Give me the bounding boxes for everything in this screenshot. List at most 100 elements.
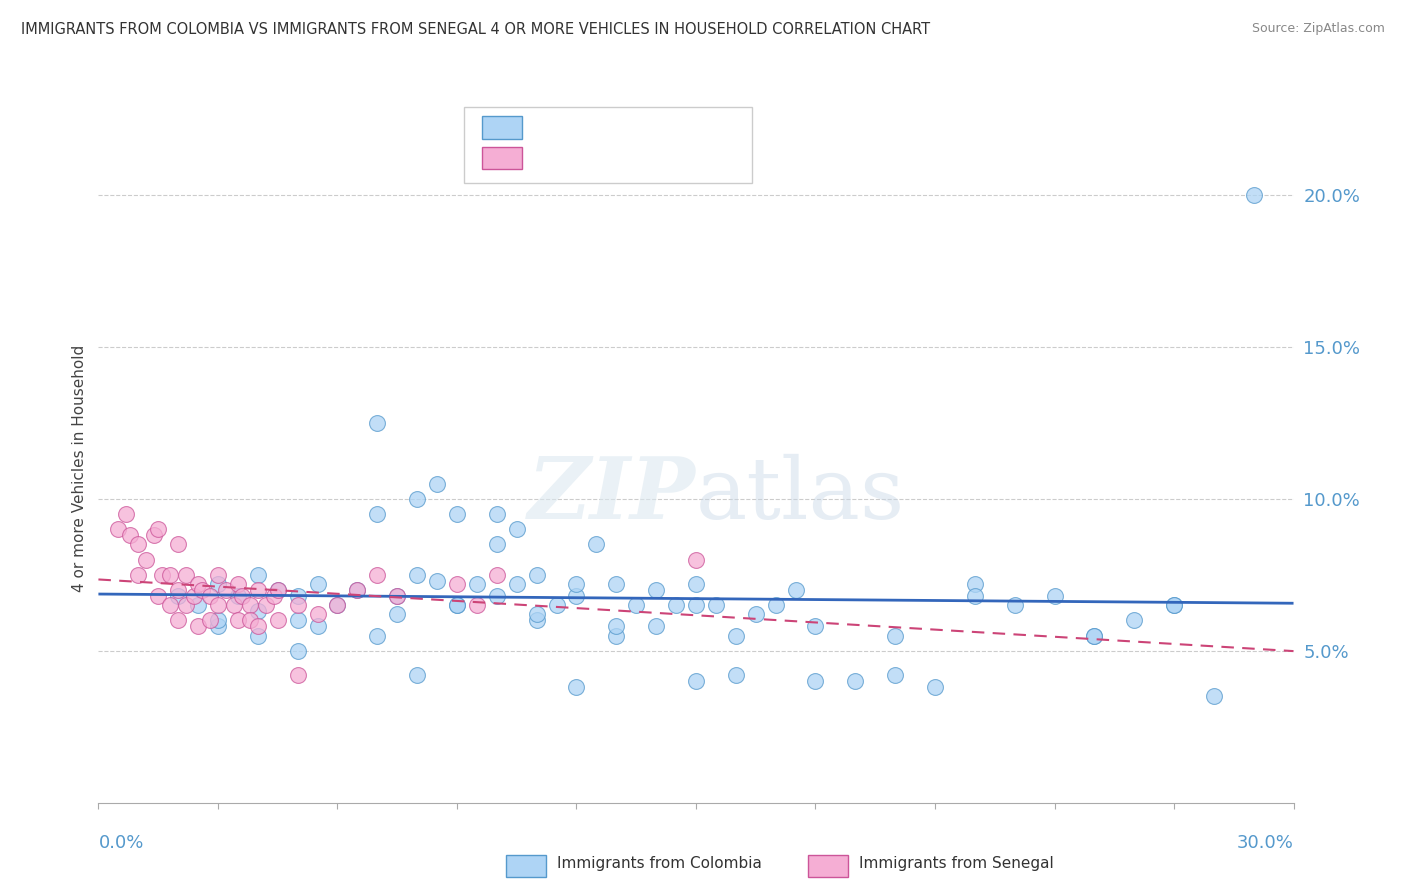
Point: [135, 552, 157, 566]
Point: [207, 567, 229, 582]
Point: [366, 507, 388, 521]
Point: [167, 537, 190, 551]
Point: [246, 567, 269, 582]
Point: [267, 613, 290, 627]
Point: [426, 476, 449, 491]
Point: [263, 589, 285, 603]
Point: [804, 619, 827, 633]
Text: IMMIGRANTS FROM COLOMBIA VS IMMIGRANTS FROM SENEGAL 4 OR MORE VEHICLES IN HOUSEH: IMMIGRANTS FROM COLOMBIA VS IMMIGRANTS F…: [21, 22, 931, 37]
Point: [167, 589, 190, 603]
Point: [406, 668, 429, 682]
Point: [307, 619, 329, 633]
Point: [485, 507, 508, 521]
Point: [605, 577, 627, 591]
Point: [267, 582, 290, 597]
Point: [174, 598, 197, 612]
Point: [624, 598, 647, 612]
Point: [159, 598, 181, 612]
Point: [645, 619, 668, 633]
Point: [565, 680, 588, 694]
Point: [287, 668, 309, 682]
Point: [765, 598, 787, 612]
Point: [724, 668, 747, 682]
Text: Source: ZipAtlas.com: Source: ZipAtlas.com: [1251, 22, 1385, 36]
Point: [366, 567, 388, 582]
Text: 30.0%: 30.0%: [1237, 834, 1294, 852]
Text: Immigrants from Senegal: Immigrants from Senegal: [859, 856, 1054, 871]
Point: [1163, 598, 1185, 612]
Point: [287, 613, 309, 627]
Point: [207, 619, 229, 633]
Point: [406, 491, 429, 506]
Point: [127, 537, 149, 551]
Point: [366, 416, 388, 430]
Point: [506, 522, 529, 536]
Point: [685, 674, 707, 689]
Point: [207, 613, 229, 627]
Point: [239, 598, 262, 612]
Point: [198, 613, 221, 627]
Point: [326, 598, 349, 612]
Point: [605, 619, 627, 633]
Text: R = 0.091   N = 77: R = 0.091 N = 77: [533, 119, 690, 136]
Text: R = 0.059   N = 49: R = 0.059 N = 49: [533, 149, 690, 167]
Point: [159, 567, 181, 582]
Point: [148, 522, 170, 536]
Point: [207, 598, 229, 612]
Point: [254, 598, 277, 612]
Point: [585, 537, 607, 551]
Point: [187, 577, 209, 591]
Point: [506, 577, 529, 591]
Point: [406, 567, 429, 582]
Point: [385, 607, 409, 622]
Point: [605, 628, 627, 642]
Point: [246, 604, 269, 618]
Point: [307, 607, 329, 622]
Point: [446, 598, 468, 612]
Point: [246, 582, 269, 597]
Point: [465, 577, 488, 591]
Point: [685, 598, 707, 612]
Point: [724, 628, 747, 642]
Text: ZIP: ZIP: [529, 453, 696, 537]
Point: [685, 577, 707, 591]
Point: [191, 582, 214, 597]
Point: [884, 668, 907, 682]
Point: [307, 577, 329, 591]
Point: [226, 613, 249, 627]
Y-axis label: 4 or more Vehicles in Household: 4 or more Vehicles in Household: [72, 344, 87, 592]
Point: [963, 577, 986, 591]
Point: [366, 628, 388, 642]
Point: [167, 582, 190, 597]
Point: [1163, 598, 1185, 612]
Point: [426, 574, 449, 588]
Text: 0.0%: 0.0%: [98, 834, 143, 852]
Point: [198, 589, 221, 603]
Point: [183, 589, 205, 603]
Point: [346, 582, 368, 597]
Text: Immigrants from Colombia: Immigrants from Colombia: [557, 856, 762, 871]
Point: [239, 613, 262, 627]
Point: [246, 619, 269, 633]
Point: [115, 507, 138, 521]
Point: [326, 598, 349, 612]
Point: [107, 522, 129, 536]
Point: [120, 528, 142, 542]
Point: [1243, 187, 1265, 202]
Point: [645, 582, 668, 597]
Point: [143, 528, 166, 542]
Point: [385, 589, 409, 603]
Point: [884, 628, 907, 642]
Point: [485, 537, 508, 551]
Point: [804, 674, 827, 689]
Point: [385, 589, 409, 603]
Point: [1123, 613, 1146, 627]
Point: [207, 577, 229, 591]
Point: [485, 567, 508, 582]
Point: [246, 628, 269, 642]
Point: [485, 589, 508, 603]
Point: [287, 589, 309, 603]
Point: [150, 567, 173, 582]
Point: [346, 582, 368, 597]
Point: [148, 589, 170, 603]
